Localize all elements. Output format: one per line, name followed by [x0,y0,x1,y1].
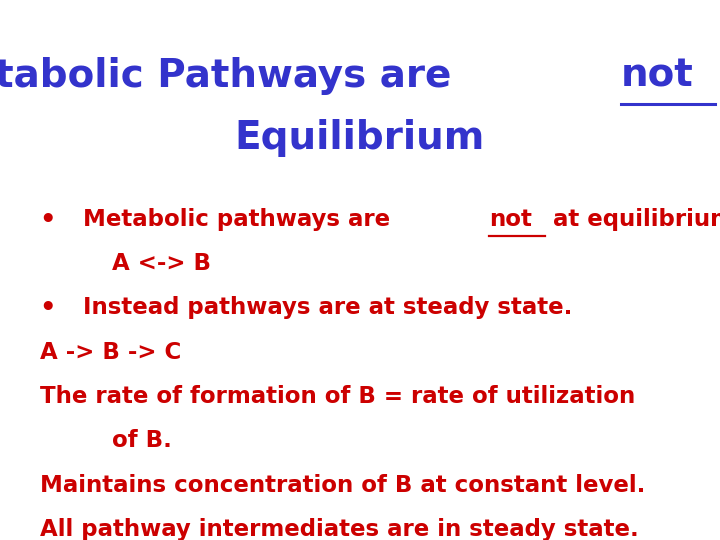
Text: Equilibrium: Equilibrium [235,119,485,157]
Text: •: • [40,208,56,234]
Text: of B.: of B. [112,429,171,453]
Text: not: not [621,57,693,94]
Text: Maintains concentration of B at constant level.: Maintains concentration of B at constant… [40,474,645,497]
Text: at equilibrium: at equilibrium [545,208,720,231]
Text: not: not [490,208,532,231]
Text: The rate of formation of B = rate of utilization: The rate of formation of B = rate of uti… [40,385,635,408]
Text: •: • [40,296,56,322]
Text: Metabolic Pathways are: Metabolic Pathways are [0,57,465,94]
Text: Metabolic pathways are: Metabolic pathways are [83,208,398,231]
Text: Instead pathways are at steady state.: Instead pathways are at steady state. [83,296,572,320]
Text: A <-> B: A <-> B [112,252,210,275]
Text: All pathway intermediates are in steady state.: All pathway intermediates are in steady … [40,518,639,540]
Text: A -> B -> C: A -> B -> C [40,341,181,364]
Text: at: at [714,57,720,94]
